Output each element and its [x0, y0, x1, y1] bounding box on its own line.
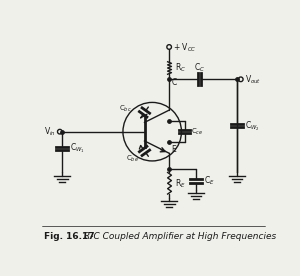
- Point: [167, 119, 172, 123]
- Text: C: C: [172, 78, 177, 87]
- Text: Fig. 16.17: Fig. 16.17: [44, 232, 95, 241]
- Text: R$_C$: R$_C$: [175, 62, 186, 74]
- Point: [60, 129, 64, 134]
- Text: C$_{W_1}$: C$_{W_1}$: [70, 142, 85, 155]
- Text: C$_{be}$: C$_{be}$: [125, 154, 138, 164]
- Text: E: E: [172, 145, 176, 154]
- Text: V$_{in}$: V$_{in}$: [44, 125, 56, 138]
- Text: R-C Coupled Amplifier at High Frequencies: R-C Coupled Amplifier at High Frequencie…: [85, 232, 277, 241]
- Point: [167, 166, 172, 171]
- Text: C$_{bc}$: C$_{bc}$: [119, 104, 131, 114]
- Text: C$_E$: C$_E$: [204, 175, 214, 187]
- Point: [167, 77, 172, 81]
- Text: V$_{out}$: V$_{out}$: [244, 74, 261, 86]
- Text: + V$_{CC}$: + V$_{CC}$: [173, 41, 196, 54]
- Text: C$_{ce}$: C$_{ce}$: [191, 127, 204, 137]
- Text: R$_E$: R$_E$: [175, 177, 186, 190]
- Point: [235, 77, 239, 81]
- Text: C$_C$: C$_C$: [194, 62, 205, 74]
- Text: C$_{W_2}$: C$_{W_2}$: [244, 119, 259, 133]
- Point: [167, 140, 172, 145]
